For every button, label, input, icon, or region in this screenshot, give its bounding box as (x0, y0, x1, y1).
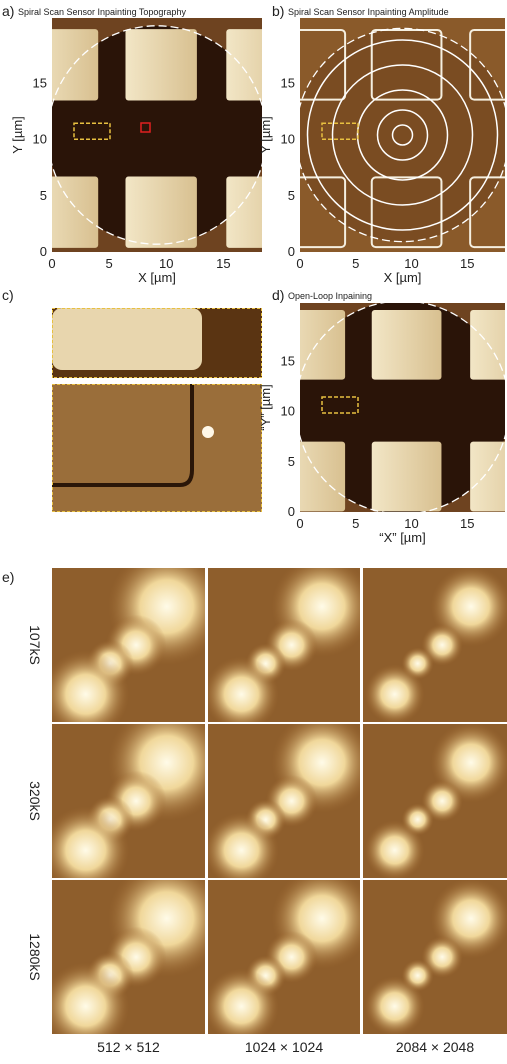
particle (204, 969, 279, 1044)
image (363, 878, 507, 1036)
square (27, 177, 98, 248)
y-tick-label: 10 (281, 404, 295, 419)
x-tick-label: 5 (352, 256, 359, 271)
panel-label: e) (2, 569, 14, 585)
square (126, 29, 197, 100)
square (372, 310, 442, 380)
image (204, 712, 373, 888)
image (363, 566, 507, 724)
y-tick-label: 5 (40, 188, 47, 203)
square (275, 310, 345, 380)
image (275, 18, 507, 252)
y-tick-label: 10 (33, 132, 47, 147)
square (372, 442, 442, 512)
x-tick-label: 5 (352, 516, 359, 531)
x-tick-label: 5 (106, 256, 113, 271)
particle (204, 813, 279, 888)
particle (365, 820, 425, 880)
column-label: 1024 × 1024 (245, 1039, 323, 1055)
square (126, 177, 197, 248)
row-label: 1280kS (27, 933, 43, 980)
x-tick-label: 0 (48, 256, 55, 271)
background (52, 384, 262, 512)
square (470, 442, 507, 512)
panel-title: Open-Loop Inpaining (288, 291, 372, 301)
panel-label: c) (2, 287, 14, 303)
particle (42, 963, 130, 1051)
x-tick-label: 15 (216, 256, 230, 271)
image (204, 556, 373, 732)
y-tick-label: 15 (281, 76, 295, 91)
x-tick-label: 10 (159, 256, 173, 271)
y-axis-label: Y [µm] (10, 116, 25, 154)
x-tick-label: 15 (460, 516, 474, 531)
x-axis-label: X [µm] (138, 270, 176, 285)
y-tick-label: 15 (33, 76, 47, 91)
image (42, 860, 226, 1050)
y-tick-label: 5 (288, 188, 295, 203)
x-tick-label: 0 (296, 516, 303, 531)
y-tick-label: 10 (281, 132, 295, 147)
image (42, 704, 226, 894)
panel-label: b) (272, 3, 284, 19)
image (52, 384, 262, 512)
panel-title: Spiral Scan Sensor Inpainting Topography (18, 7, 186, 17)
y-axis-label: Y [µm] (258, 116, 273, 154)
particle (204, 657, 279, 732)
y-tick-label: 0 (40, 244, 47, 259)
square (275, 442, 345, 512)
image (42, 548, 226, 738)
particle (365, 976, 425, 1036)
panel-label: d) (272, 287, 284, 303)
image (52, 308, 262, 378)
panel-title: Spiral Scan Sensor Inpainting Amplitude (288, 7, 449, 17)
y-tick-label: 0 (288, 504, 295, 519)
particle (365, 664, 425, 724)
y-axis-label: “Y” [µm] (258, 384, 273, 430)
row-label: 107kS (27, 625, 43, 665)
row-label: 320kS (27, 781, 43, 821)
x-tick-label: 15 (460, 256, 474, 271)
x-tick-label: 0 (296, 256, 303, 271)
y-tick-label: 5 (288, 454, 295, 469)
x-tick-label: 10 (404, 256, 418, 271)
image (363, 722, 507, 880)
y-tick-label: 15 (281, 354, 295, 369)
image (275, 301, 507, 514)
scan-area (296, 28, 507, 241)
column-label: 2084 × 2048 (396, 1039, 474, 1055)
x-axis-label: “X” [µm] (379, 530, 425, 545)
column-label: 512 × 512 (97, 1039, 160, 1055)
square (52, 308, 202, 370)
x-axis-label: X [µm] (384, 270, 422, 285)
y-tick-label: 0 (288, 244, 295, 259)
image (204, 868, 373, 1044)
x-tick-label: 10 (404, 516, 418, 531)
figure: a) Spiral Scan Sensor Inpainting Topograp… (0, 0, 507, 1059)
particle (202, 426, 214, 438)
panel-label: a) (2, 3, 14, 19)
